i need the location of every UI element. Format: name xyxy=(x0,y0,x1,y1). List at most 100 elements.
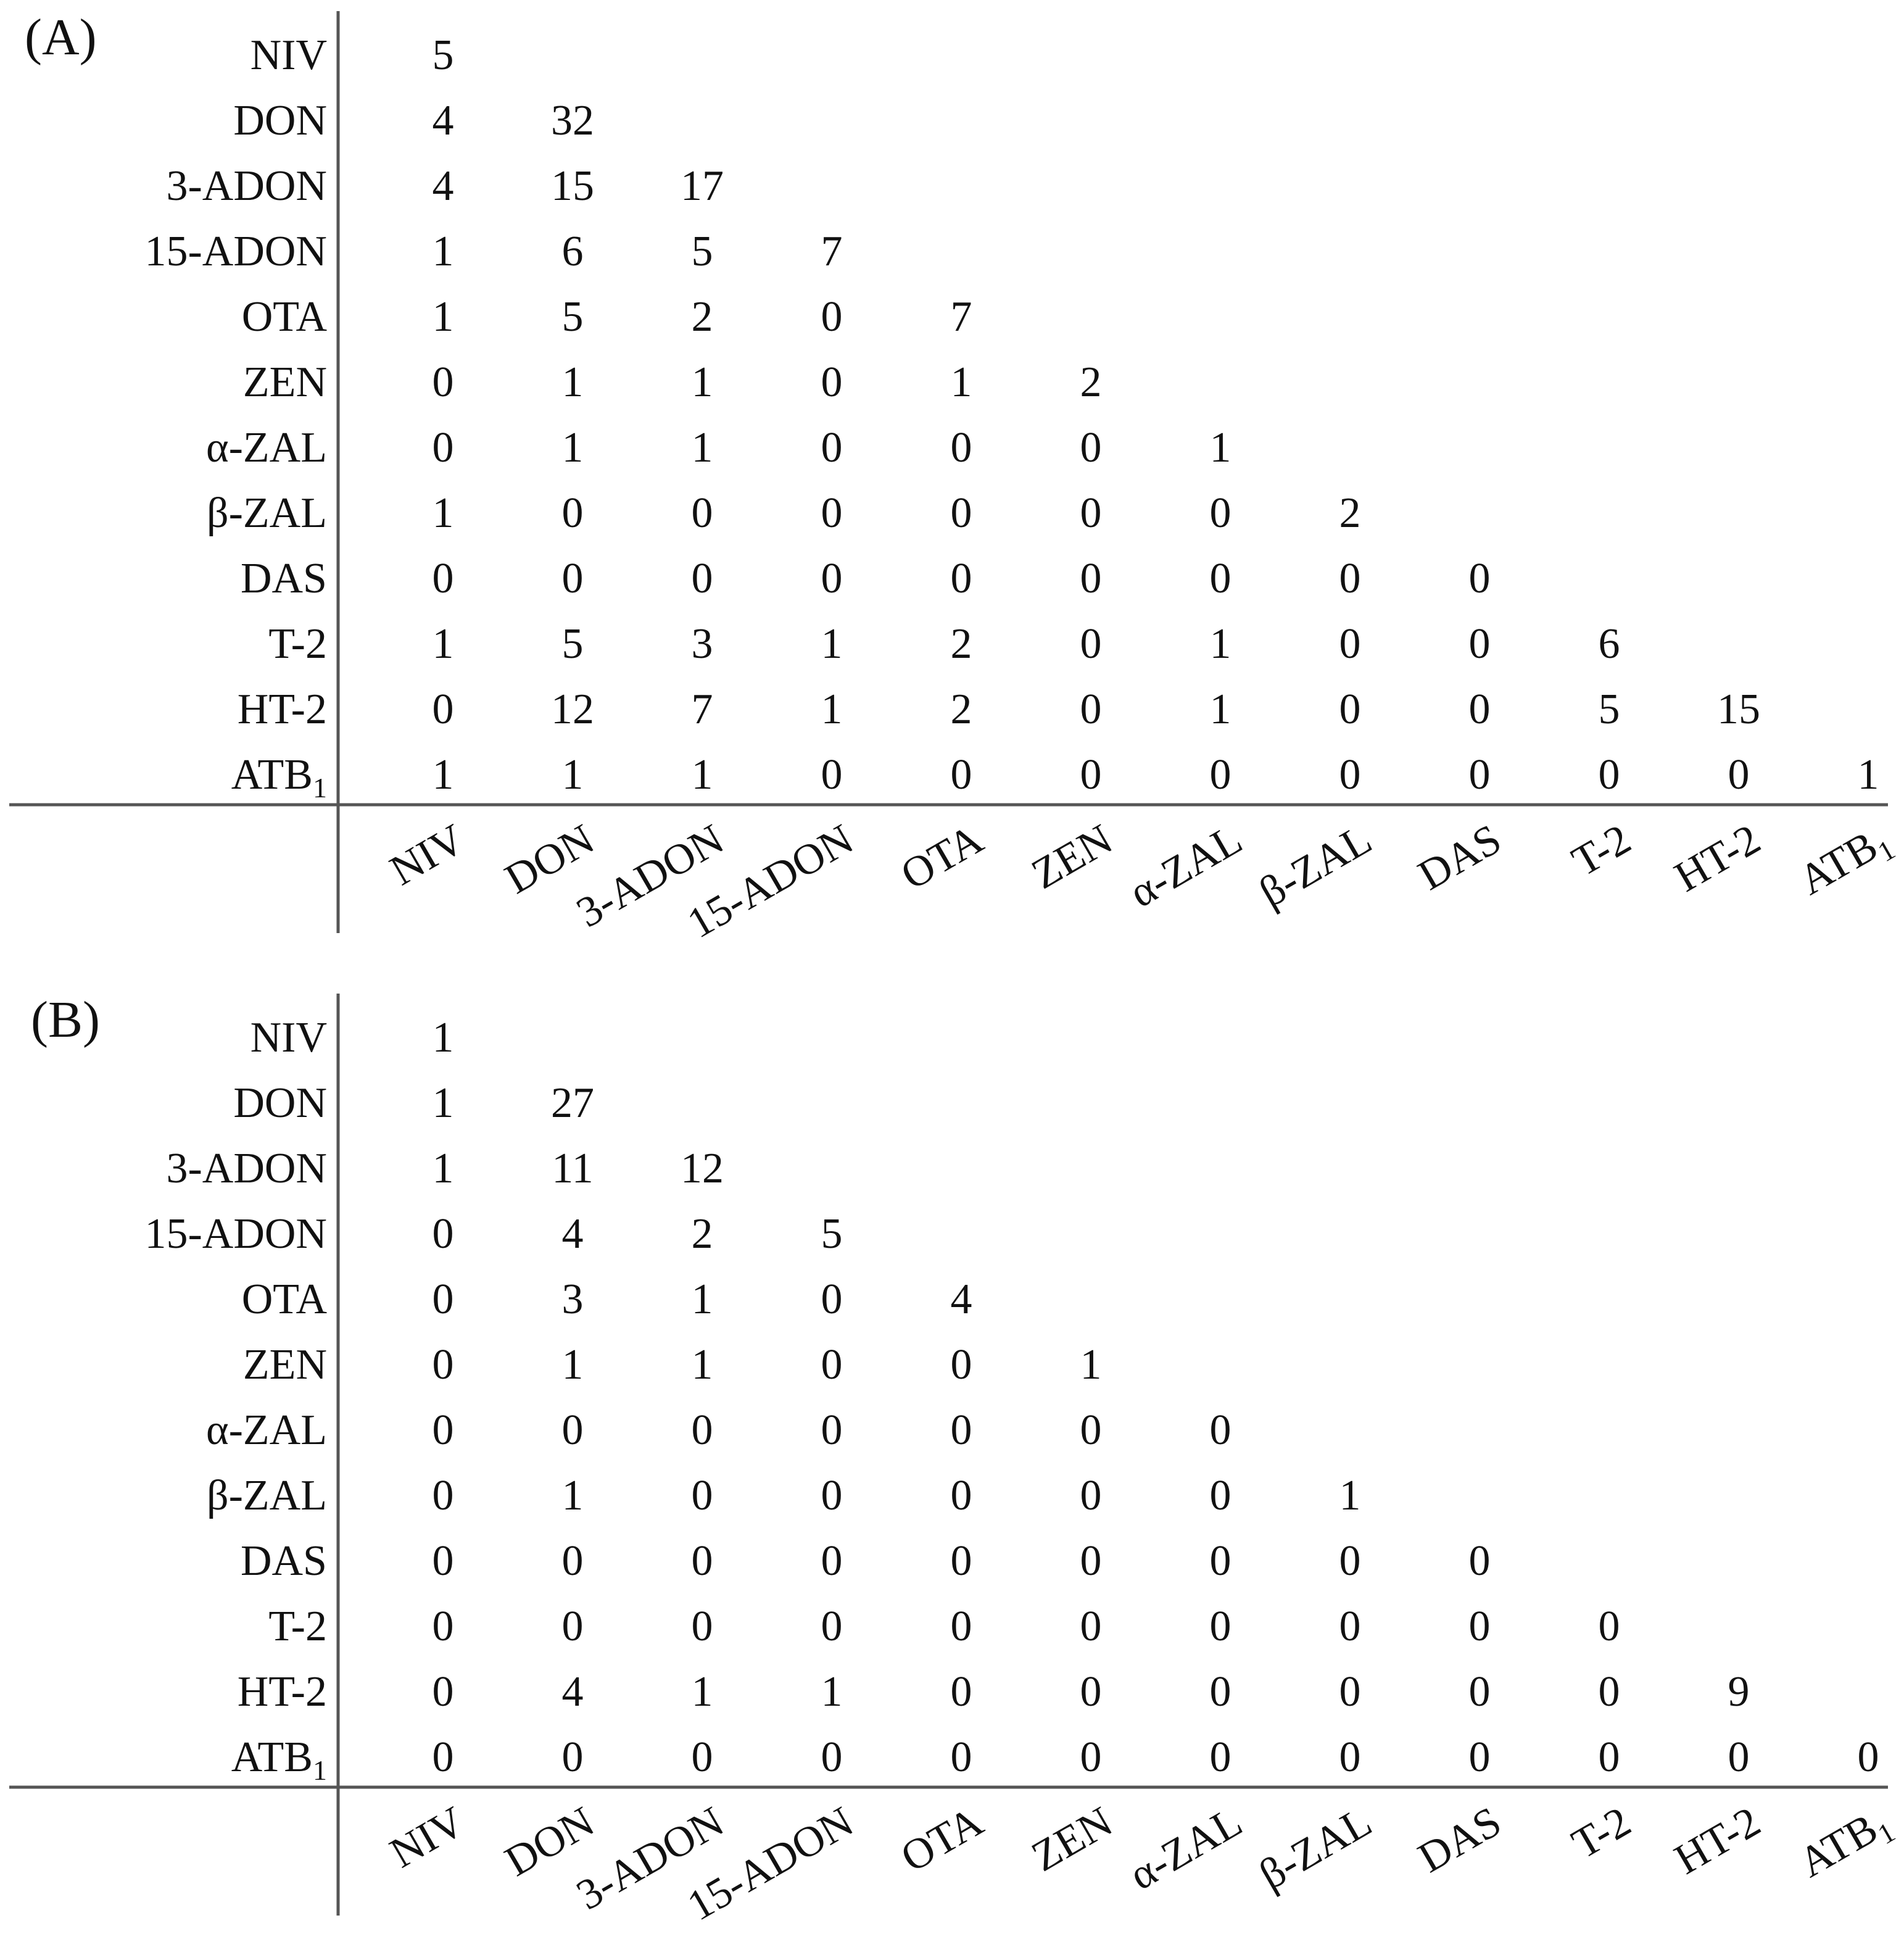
matrix-cell: 0 xyxy=(433,1210,454,1258)
matrix-cell: 1 xyxy=(433,1014,454,1061)
matrix-cell: 0 xyxy=(1210,1537,1231,1585)
row-label: OTA xyxy=(242,293,328,341)
column-label: ATB1 xyxy=(1791,815,1900,908)
matrix-cell: 9 xyxy=(1728,1668,1750,1716)
matrix-cell: 32 xyxy=(551,97,594,144)
row-label: ZEN xyxy=(243,1341,327,1389)
matrix-cell: 0 xyxy=(1080,1406,1102,1454)
matrix-cell: 0 xyxy=(821,1341,843,1389)
row-label: ATB1 xyxy=(231,751,327,803)
matrix-cell: 0 xyxy=(1339,1603,1361,1650)
matrix-cell: 0 xyxy=(951,555,972,602)
matrix-cell: 0 xyxy=(1599,1668,1620,1716)
matrix-cell: 2 xyxy=(692,1210,713,1258)
matrix-cell: 0 xyxy=(433,424,454,471)
row-label: T-2 xyxy=(268,1603,327,1650)
column-label: NIV xyxy=(383,815,473,895)
matrix-cell: 1 xyxy=(433,228,454,275)
matrix-cell: 1 xyxy=(692,359,713,406)
matrix-cell: 0 xyxy=(1469,620,1491,668)
panel-label-a: (A) xyxy=(25,9,97,66)
matrix-cell: 0 xyxy=(951,1603,972,1650)
matrix-cell: 7 xyxy=(951,293,972,341)
matrix-cell: 1 xyxy=(433,620,454,668)
matrix-cell: 0 xyxy=(1080,489,1102,537)
matrix-cell: 1 xyxy=(951,359,972,406)
matrix-cell: 0 xyxy=(1469,1668,1491,1716)
matrix-cell: 0 xyxy=(1210,1668,1231,1716)
matrix-cell: 0 xyxy=(433,1341,454,1389)
matrix-cell: 0 xyxy=(1210,1472,1231,1519)
matrix-cell: 0 xyxy=(1080,1472,1102,1519)
matrix-cell: 5 xyxy=(1599,686,1620,733)
matrix-cell: 0 xyxy=(1339,620,1361,668)
column-label: DAS xyxy=(1410,1798,1509,1882)
matrix-cell: 0 xyxy=(821,1603,843,1650)
matrix-cell: 0 xyxy=(562,1603,584,1650)
matrix-cell: 12 xyxy=(551,686,594,733)
matrix-cell: 1 xyxy=(562,751,584,799)
row-label: DON xyxy=(233,97,327,144)
matrix-cell: 0 xyxy=(433,1472,454,1519)
matrix-cell: 0 xyxy=(1339,751,1361,799)
matrix-cell: 0 xyxy=(692,489,713,537)
row-label: β-ZAL xyxy=(207,1472,327,1519)
matrix-cell: 5 xyxy=(562,293,584,341)
row-label: α-ZAL xyxy=(206,424,327,471)
matrix-cell: 0 xyxy=(821,424,843,471)
matrix-cell: 0 xyxy=(692,1537,713,1585)
matrix-cell: 1 xyxy=(562,1341,584,1389)
row-label: NIV xyxy=(250,1014,327,1061)
matrix-cell: 1 xyxy=(692,1668,713,1716)
matrix-cell: 0 xyxy=(951,1733,972,1781)
matrix-cell: 0 xyxy=(692,555,713,602)
matrix-cell: 0 xyxy=(821,1537,843,1585)
matrix-cell: 0 xyxy=(1080,1537,1102,1585)
column-label: ATB1 xyxy=(1791,1798,1900,1891)
row-label: NIV xyxy=(250,31,327,79)
matrix-cell: 0 xyxy=(821,293,843,341)
matrix-cell: 2 xyxy=(692,293,713,341)
matrix-cell: 0 xyxy=(1469,555,1491,602)
matrix-cell: 1 xyxy=(821,686,843,733)
matrix-cell: 5 xyxy=(821,1210,843,1258)
row-label: ZEN xyxy=(243,359,327,406)
matrix-cell: 1 xyxy=(433,489,454,537)
matrix-cell: 0 xyxy=(692,1472,713,1519)
row-label: T-2 xyxy=(268,620,327,668)
matrix-cell: 0 xyxy=(1080,686,1102,733)
matrix-cell: 0 xyxy=(692,1603,713,1650)
matrix-cell: 1 xyxy=(821,1668,843,1716)
matrix-cell: 0 xyxy=(821,1276,843,1323)
column-label: HT-2 xyxy=(1667,1798,1768,1883)
row-label: 15-ADON xyxy=(144,228,327,275)
matrix-cell: 1 xyxy=(562,1472,584,1519)
matrix-cell: 0 xyxy=(1599,1603,1620,1650)
matrix-cell: 0 xyxy=(433,686,454,733)
matrix-cell: 0 xyxy=(1210,1733,1231,1781)
matrix-cell: 0 xyxy=(821,1472,843,1519)
column-label: OTA xyxy=(893,1798,991,1882)
matrix-cell: 4 xyxy=(433,97,454,144)
matrix-cell: 0 xyxy=(562,1733,584,1781)
matrix-cell: 0 xyxy=(433,1733,454,1781)
matrix-cell: 17 xyxy=(681,162,724,210)
row-label: 3-ADON xyxy=(166,1145,327,1192)
matrix-cell: 0 xyxy=(433,1603,454,1650)
matrix-cell: 1 xyxy=(433,293,454,341)
row-label: α-ZAL xyxy=(206,1406,327,1454)
matrix-cell: 11 xyxy=(552,1145,593,1192)
matrix-cell: 0 xyxy=(1339,686,1361,733)
matrix-cell: 3 xyxy=(562,1276,584,1323)
matrix-cell: 2 xyxy=(1339,489,1361,537)
matrix-cell: 6 xyxy=(1599,620,1620,668)
matrix-cell: 0 xyxy=(1080,424,1102,471)
column-label: ZEN xyxy=(1024,815,1120,899)
column-label: β-ZAL xyxy=(1252,1798,1380,1899)
matrix-cell: 0 xyxy=(433,1537,454,1585)
matrix-cell: 1 xyxy=(821,620,843,668)
matrix-cell: 0 xyxy=(1858,1733,1879,1781)
matrix-cell: 5 xyxy=(433,31,454,79)
matrix-cell: 0 xyxy=(433,1668,454,1716)
